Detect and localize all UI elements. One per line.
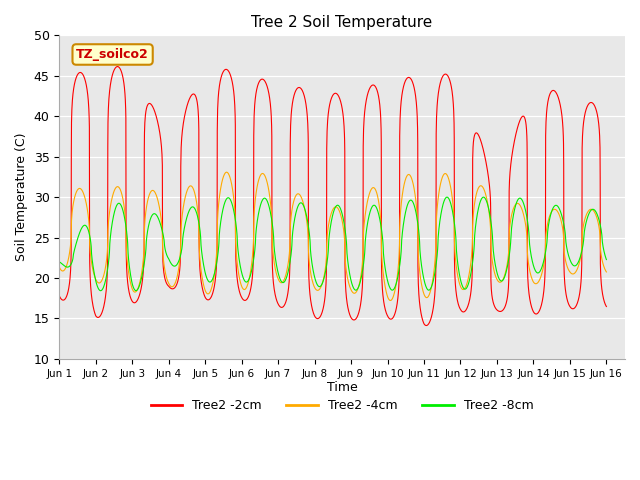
Tree2 -4cm [592,213,600,218]
Tree2 -2cm [266,93,273,98]
Line: Tree2 -4cm: Tree2 -4cm [60,172,606,300]
Text: TZ_soilco2: TZ_soilco2 [76,48,149,61]
Tree2 -2cm [114,64,122,70]
Tree2 -4cm [289,202,297,207]
Tree2 -4cm [56,264,63,270]
Tree2 -2cm [592,107,600,112]
Tree2 -8cm [266,204,273,210]
Line: Tree2 -8cm: Tree2 -8cm [60,197,606,291]
Tree2 -4cm [602,269,610,275]
Tree2 -4cm [387,298,394,303]
Tree2 -4cm [150,188,158,194]
Tree2 -8cm [602,257,610,263]
Tree2 -4cm [533,280,541,286]
Tree2 -2cm [422,323,430,328]
Title: Tree 2 Soil Temperature: Tree 2 Soil Temperature [252,15,433,30]
Tree2 -8cm [97,288,104,294]
Tree2 -8cm [56,259,63,265]
Tree2 -4cm [118,191,125,196]
Tree2 -2cm [150,108,158,113]
Tree2 -2cm [289,97,297,103]
Tree2 -2cm [118,70,125,76]
Tree2 -4cm [223,169,230,175]
Tree2 -4cm [266,190,273,196]
Legend: Tree2 -2cm, Tree2 -4cm, Tree2 -8cm: Tree2 -2cm, Tree2 -4cm, Tree2 -8cm [145,395,538,418]
Tree2 -8cm [592,209,600,215]
Tree2 -8cm [289,227,297,233]
Tree2 -2cm [602,304,610,310]
Tree2 -8cm [150,211,158,216]
Tree2 -2cm [56,293,63,299]
Tree2 -2cm [533,311,541,317]
X-axis label: Time: Time [326,382,357,395]
Tree2 -8cm [479,194,487,200]
Tree2 -8cm [533,270,541,276]
Line: Tree2 -2cm: Tree2 -2cm [60,67,606,325]
Y-axis label: Soil Temperature (C): Soil Temperature (C) [15,133,28,262]
Tree2 -8cm [118,204,125,210]
